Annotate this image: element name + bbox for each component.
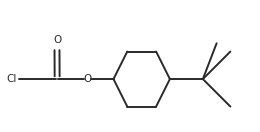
Text: O: O: [53, 35, 61, 45]
Text: Cl: Cl: [6, 74, 17, 84]
Text: O: O: [83, 74, 92, 84]
